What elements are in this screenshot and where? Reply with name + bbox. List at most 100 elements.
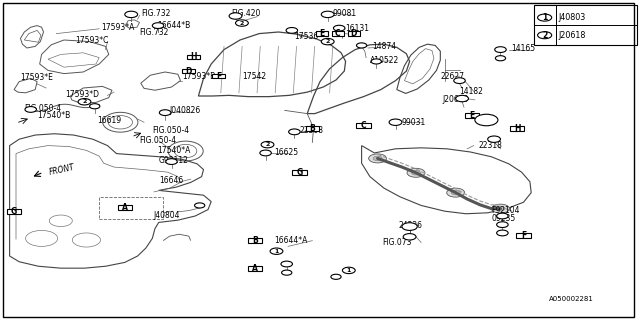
Text: J040826: J040826 bbox=[170, 106, 201, 115]
Bar bbox=[99, 197, 163, 219]
Circle shape bbox=[356, 43, 367, 48]
Circle shape bbox=[451, 190, 460, 195]
Text: F: F bbox=[216, 72, 221, 81]
Text: C: C bbox=[361, 121, 366, 130]
Circle shape bbox=[152, 23, 164, 28]
Bar bbox=[534, 5, 637, 45]
Circle shape bbox=[475, 114, 498, 126]
Text: 17593*B: 17593*B bbox=[182, 72, 216, 81]
Text: 99081: 99081 bbox=[333, 9, 357, 18]
Text: G93112: G93112 bbox=[159, 156, 189, 165]
Circle shape bbox=[447, 188, 465, 197]
Text: 2: 2 bbox=[83, 99, 86, 104]
Circle shape bbox=[454, 78, 465, 84]
Text: D: D bbox=[186, 67, 192, 76]
Bar bbox=[316, 31, 328, 36]
Bar bbox=[248, 266, 262, 271]
Text: B: B bbox=[310, 124, 315, 133]
Bar bbox=[306, 126, 319, 131]
Bar bbox=[348, 31, 360, 36]
Text: 24226: 24226 bbox=[398, 221, 422, 230]
Text: 99031: 99031 bbox=[402, 118, 426, 127]
Text: 14165: 14165 bbox=[511, 44, 535, 53]
Bar bbox=[212, 74, 225, 78]
Text: 14874: 14874 bbox=[372, 42, 397, 51]
Text: 17593*A: 17593*A bbox=[101, 23, 134, 32]
Circle shape bbox=[159, 110, 171, 116]
Circle shape bbox=[342, 267, 355, 274]
Text: C: C bbox=[335, 29, 340, 38]
Circle shape bbox=[389, 119, 402, 125]
Circle shape bbox=[229, 13, 242, 19]
Circle shape bbox=[270, 248, 283, 254]
Text: 16619: 16619 bbox=[97, 116, 122, 125]
Bar bbox=[292, 170, 307, 175]
Bar bbox=[516, 233, 531, 238]
Circle shape bbox=[321, 11, 334, 18]
Circle shape bbox=[369, 154, 387, 163]
Circle shape bbox=[260, 150, 271, 156]
Bar bbox=[182, 69, 195, 73]
Circle shape bbox=[538, 32, 552, 39]
Text: A: A bbox=[252, 264, 258, 273]
Text: 17540*B: 17540*B bbox=[37, 111, 70, 120]
Text: FIG.050-4: FIG.050-4 bbox=[140, 136, 177, 145]
Text: FIG.732: FIG.732 bbox=[140, 28, 169, 36]
Circle shape bbox=[495, 56, 506, 61]
Circle shape bbox=[412, 171, 420, 175]
Circle shape bbox=[371, 59, 381, 64]
Text: 17536: 17536 bbox=[294, 32, 319, 41]
Text: A10522: A10522 bbox=[370, 56, 399, 65]
Text: 16644*B: 16644*B bbox=[157, 21, 190, 30]
Circle shape bbox=[538, 14, 552, 21]
Text: 2: 2 bbox=[326, 39, 330, 44]
Bar bbox=[118, 205, 132, 210]
Text: 22308: 22308 bbox=[300, 126, 324, 135]
Circle shape bbox=[25, 107, 36, 112]
Bar bbox=[510, 126, 524, 131]
Text: 2: 2 bbox=[266, 142, 269, 147]
Text: A050002281: A050002281 bbox=[549, 296, 594, 302]
Text: B: B bbox=[252, 236, 257, 245]
Text: FIG.050-4: FIG.050-4 bbox=[152, 126, 189, 135]
Text: FRONT: FRONT bbox=[48, 163, 76, 177]
Circle shape bbox=[497, 222, 508, 228]
Circle shape bbox=[321, 38, 334, 45]
Text: H: H bbox=[190, 52, 196, 61]
Text: FIG.050-4: FIG.050-4 bbox=[24, 104, 61, 113]
Bar bbox=[248, 238, 262, 243]
Text: 16646: 16646 bbox=[159, 176, 183, 185]
Text: E: E bbox=[470, 111, 475, 120]
Text: 14182: 14182 bbox=[460, 87, 483, 96]
Text: F92104: F92104 bbox=[492, 206, 520, 215]
Text: E: E bbox=[319, 29, 324, 38]
Circle shape bbox=[333, 25, 345, 31]
Text: FIG.732: FIG.732 bbox=[141, 9, 170, 18]
Circle shape bbox=[281, 261, 292, 267]
Text: 22318: 22318 bbox=[479, 141, 502, 150]
Circle shape bbox=[497, 230, 508, 236]
Circle shape bbox=[166, 159, 177, 164]
Circle shape bbox=[286, 28, 298, 33]
Text: J20618: J20618 bbox=[559, 31, 586, 40]
Circle shape bbox=[492, 204, 509, 213]
Text: 17593*D: 17593*D bbox=[65, 90, 99, 99]
Text: 16625: 16625 bbox=[274, 148, 298, 157]
Text: J40804: J40804 bbox=[154, 212, 180, 220]
Text: 1: 1 bbox=[347, 268, 351, 273]
Text: 2: 2 bbox=[240, 20, 244, 26]
Text: 17542: 17542 bbox=[242, 72, 266, 81]
Circle shape bbox=[496, 206, 505, 211]
Circle shape bbox=[497, 213, 508, 219]
Text: F: F bbox=[521, 231, 526, 240]
Circle shape bbox=[331, 274, 341, 279]
Circle shape bbox=[78, 99, 91, 105]
Text: G: G bbox=[296, 168, 303, 177]
Text: 09235: 09235 bbox=[492, 214, 516, 223]
Circle shape bbox=[407, 168, 425, 177]
Circle shape bbox=[261, 141, 274, 148]
Bar bbox=[465, 113, 479, 118]
Text: 17540*A: 17540*A bbox=[157, 146, 190, 155]
Circle shape bbox=[125, 11, 138, 18]
Text: J20619: J20619 bbox=[443, 95, 469, 104]
